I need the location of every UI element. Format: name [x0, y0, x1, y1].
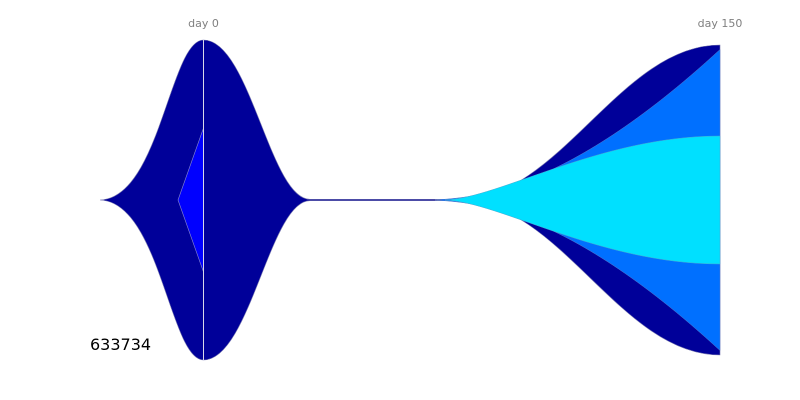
clone-4-shape — [444, 135, 721, 265]
timepoint-label-day-150: day 150 — [698, 17, 743, 30]
timepoint-label-day-0: day 0 — [188, 17, 219, 30]
clone-shapes — [99, 39, 721, 361]
sample-id-label: 633734 — [90, 335, 151, 354]
